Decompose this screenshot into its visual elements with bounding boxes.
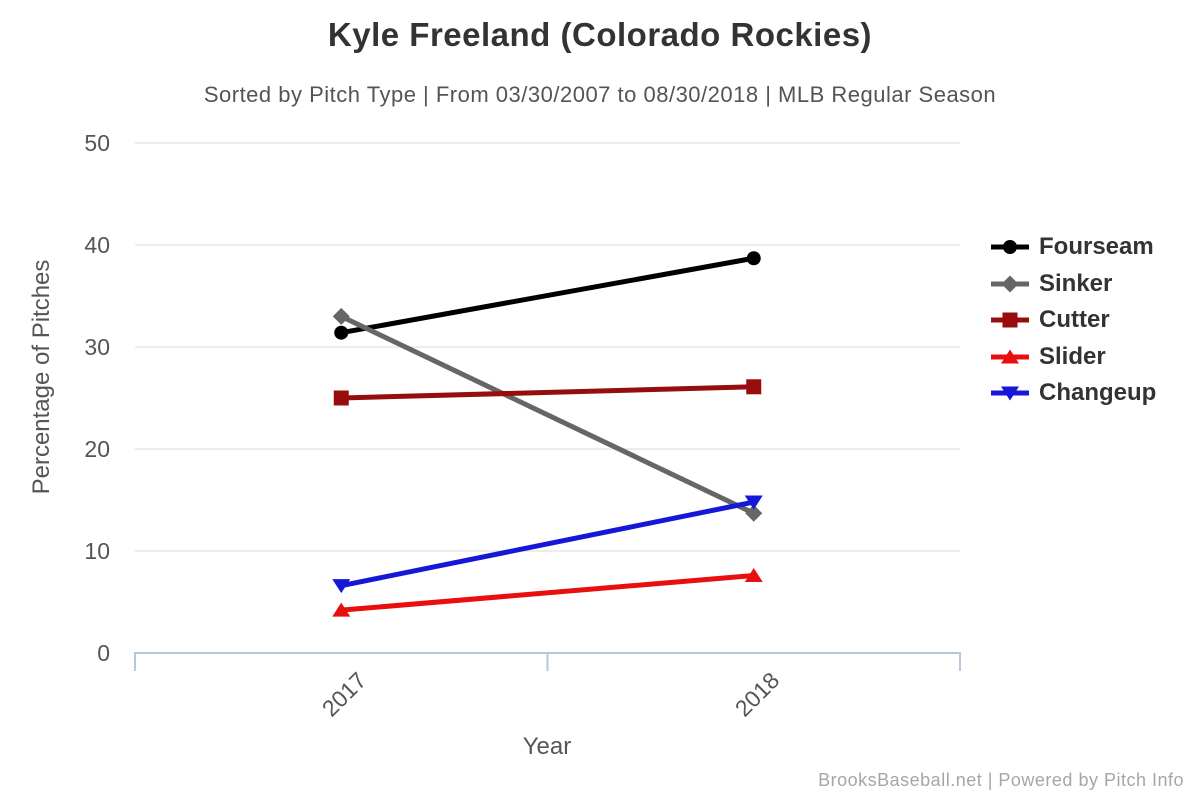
legend-label: Fourseam: [1039, 233, 1154, 261]
legend-item-cutter[interactable]: Cutter: [990, 302, 1156, 339]
x-axis-title: Year: [522, 733, 572, 760]
legend-marker-fourseam: [1003, 240, 1017, 255]
marker-changeup-2017[interactable]: [332, 579, 351, 594]
series-line-cutter[interactable]: [341, 384, 754, 401]
y-axis-tick-label: 0: [97, 640, 110, 666]
diamond-legend-icon: [991, 275, 1029, 293]
footer-credit: BrooksBaseball.net | Powered by Pitch In…: [818, 770, 1184, 790]
legend-label: Cutter: [1039, 306, 1110, 334]
legend-marker-slider: [1001, 349, 1019, 364]
chart-title: Kyle Freeland (Colorado Rockies): [327, 16, 873, 53]
marker-changeup-2018[interactable]: [744, 495, 763, 510]
series-line-sinker[interactable]: [340, 314, 755, 516]
circle-legend-icon: [991, 240, 1029, 255]
marker-sinker-2017[interactable]: [332, 307, 350, 325]
marker-slider-2017[interactable]: [332, 602, 351, 617]
legend-marker-sinker: [1001, 275, 1019, 293]
legend-item-slider[interactable]: Slider: [990, 339, 1156, 376]
marker-fourseam-2017[interactable]: [334, 325, 349, 340]
chart-subtitle: Sorted by Pitch Type | From 03/30/2007 t…: [203, 82, 997, 107]
marker-sinker-2018[interactable]: [745, 504, 763, 522]
legend-label: Changeup: [1039, 379, 1157, 407]
square-legend-icon: [991, 312, 1029, 328]
y-axis-tick-label: 30: [84, 334, 110, 360]
series-line-changeup[interactable]: [340, 499, 755, 589]
marker-cutter-2018[interactable]: [746, 379, 762, 395]
legend-marker-cutter: [1002, 312, 1018, 328]
legend-marker-changeup: [1001, 386, 1019, 401]
legend-item-fourseam[interactable]: Fourseam: [990, 229, 1156, 266]
legend-item-changeup[interactable]: Changeup: [990, 375, 1156, 412]
y-axis-tick-label: 10: [84, 538, 110, 564]
triangle-down-legend-icon: [991, 386, 1029, 401]
marker-fourseam-2018[interactable]: [746, 251, 761, 266]
y-axis-tick-label: 50: [84, 130, 110, 156]
legend-label: Slider: [1039, 342, 1106, 370]
series-line-slider[interactable]: [341, 572, 754, 613]
legend-label: Sinker: [1039, 269, 1113, 297]
marker-cutter-2017[interactable]: [333, 390, 349, 406]
y-axis-tick-label: 20: [84, 436, 110, 462]
series-line-fourseam[interactable]: [340, 255, 755, 336]
legend: Fourseam Sinker Cutter Slider Changeup: [990, 229, 1156, 412]
y-axis-tick-label: 40: [84, 232, 110, 258]
marker-slider-2018[interactable]: [744, 567, 763, 582]
triangle-up-legend-icon: [991, 349, 1029, 364]
legend-item-sinker[interactable]: Sinker: [990, 266, 1156, 303]
